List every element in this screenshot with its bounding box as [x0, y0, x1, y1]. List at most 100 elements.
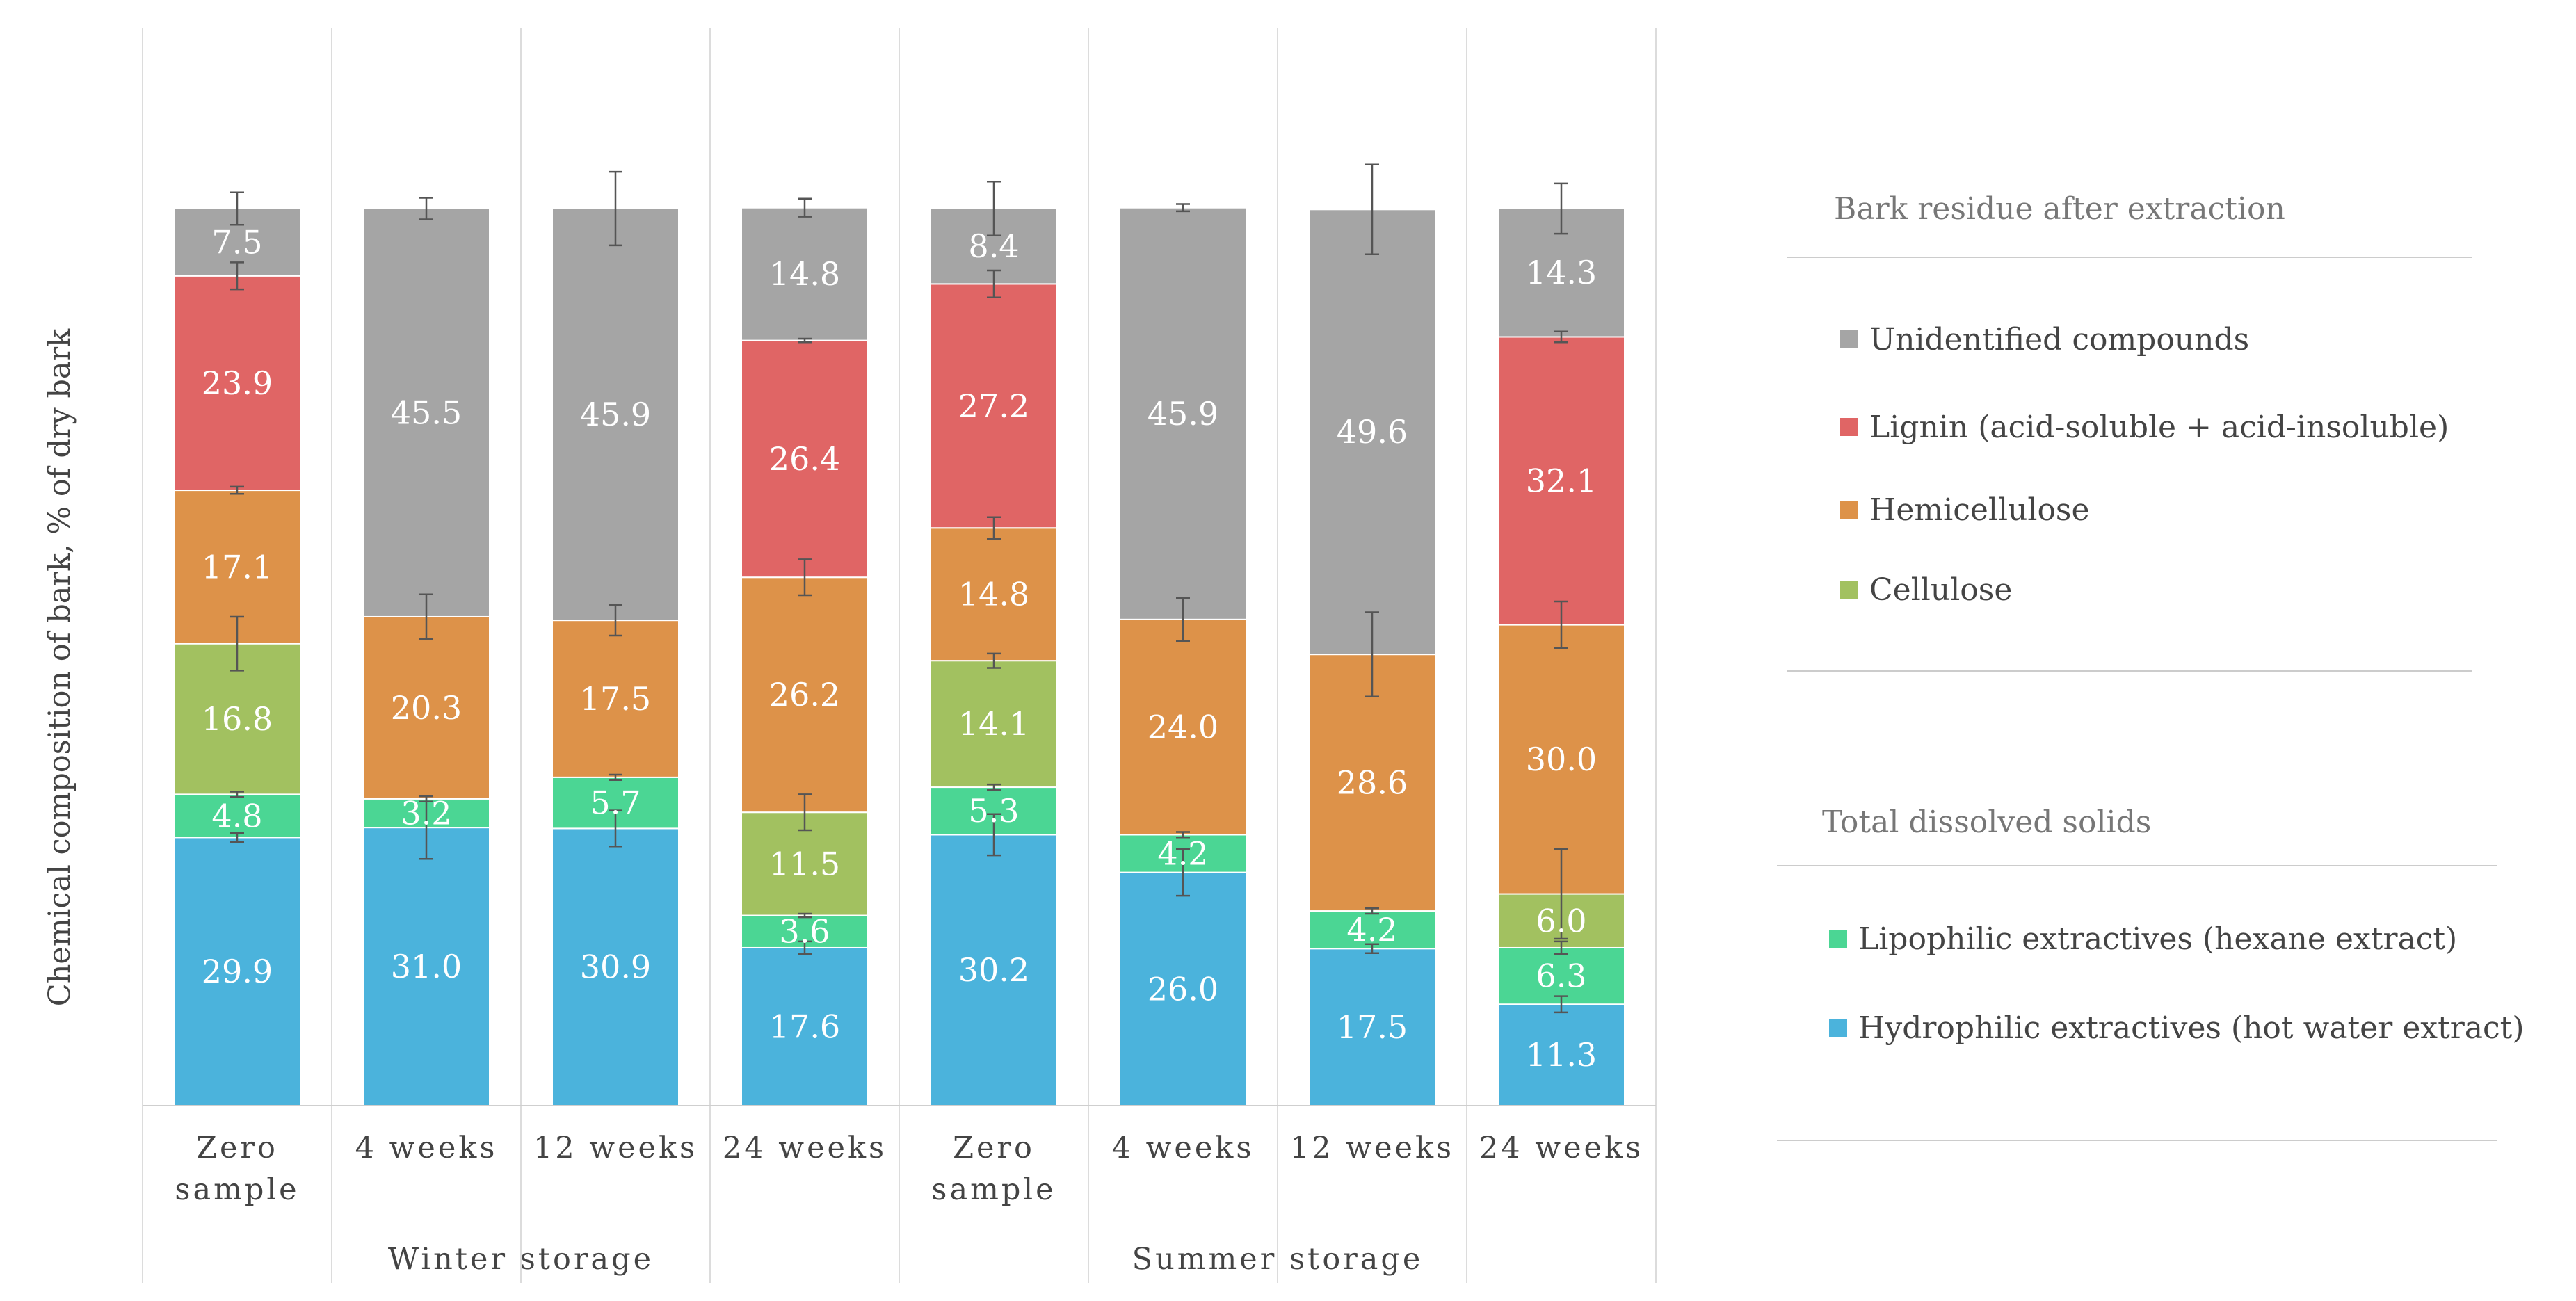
- bar-lipophilic-extractives-hexane-extract-3: [741, 914, 869, 948]
- data-label-hemicellulose-2: 17.5: [580, 680, 651, 718]
- segment-data-labels: 29.9 4.8 16.8 17.1 23.9 7.5 31.0 3.2 20.3 45.5 30.…: [202, 223, 1597, 1074]
- error-bar-cellulose-0: [230, 615, 244, 672]
- data-label-hydrophilic-extractives-hot-water-extract-0: 29.9: [202, 953, 273, 990]
- error-bar-hydrophilic-extractives-hot-water-extract-7: [1554, 995, 1568, 1014]
- error-bar-hydrophilic-extractives-hot-water-extract-6: [1365, 943, 1379, 954]
- legend-label-hemicellulose: Hemicellulose: [1869, 492, 2090, 528]
- legend-label-lignin-acid-soluble-acid-insoluble: Lignin (acid-soluble + acid-insoluble): [1869, 410, 2449, 445]
- data-label-hydrophilic-extractives-hot-water-extract-2: 30.9: [580, 948, 651, 986]
- bar-hydrophilic-extractives-hot-water-extract-7: [1497, 1003, 1625, 1106]
- legend-section-title-1: Total dissolved solids: [1822, 805, 2151, 840]
- bar-hemicellulose-3: [741, 576, 869, 814]
- error-bar-hemicellulose-6: [1365, 611, 1379, 698]
- error-bar-lipophilic-extractives-hexane-extract-7: [1554, 940, 1568, 955]
- x-tick-label-6-0: 12 weeks: [1290, 1131, 1454, 1165]
- data-label-lipophilic-extractives-hexane-extract-2: 5.7: [590, 784, 641, 822]
- error-bar-lignin-acid-soluble-acid-insoluble-3: [798, 337, 812, 344]
- error-bar-lipophilic-extractives-hexane-extract-6: [1365, 907, 1379, 915]
- data-label-lignin-acid-soluble-acid-insoluble-0: 23.9: [202, 364, 273, 402]
- data-label-unidentified-compounds-0: 7.5: [211, 223, 262, 261]
- error-bar-hydrophilic-extractives-hot-water-extract-0: [230, 832, 244, 843]
- data-label-hydrophilic-extractives-hot-water-extract-1: 31.0: [391, 948, 462, 985]
- bar-unidentified-compounds-2: [552, 208, 679, 622]
- bar-hydrophilic-extractives-hot-water-extract-0: [173, 837, 301, 1107]
- error-bar-unidentified-compounds-4: [987, 181, 1001, 236]
- data-label-hemicellulose-1: 20.3: [391, 689, 462, 727]
- bar-hydrophilic-extractives-hot-water-extract-6: [1308, 948, 1436, 1106]
- group-label-summer-storage: Summer storage: [1132, 1242, 1424, 1277]
- x-tick-label-2-0: 12 weeks: [533, 1131, 698, 1165]
- legend-swatch-lipophilic-extractives-hexane-extract: [1829, 930, 1847, 948]
- data-label-lipophilic-extractives-hexane-extract-1: 3.2: [401, 794, 451, 832]
- data-label-unidentified-compounds-4: 8.4: [968, 227, 1019, 265]
- error-bar-unidentified-compounds-5: [1176, 203, 1190, 213]
- error-bar-unidentified-compounds-7: [1554, 182, 1568, 235]
- legend-swatch-lignin-acid-soluble-acid-insoluble: [1840, 418, 1858, 436]
- error-bars: [230, 163, 1568, 1014]
- error-bar-cellulose-3: [798, 793, 812, 832]
- error-bar-hemicellulose-5: [1176, 597, 1190, 643]
- error-bar-lipophilic-extractives-hexane-extract-1: [419, 795, 433, 802]
- legend-label-lipophilic-extractives-hexane-extract: Lipophilic extractives (hexane extract): [1858, 921, 2457, 957]
- bar-unidentified-compounds-6: [1308, 209, 1436, 656]
- data-label-lipophilic-extractives-hexane-extract-5: 4.2: [1157, 835, 1208, 873]
- data-label-lignin-acid-soluble-acid-insoluble-3: 26.4: [769, 440, 840, 478]
- data-label-cellulose-3: 11.5: [769, 845, 840, 882]
- data-label-lipophilic-extractives-hexane-extract-3: 3.6: [779, 913, 830, 951]
- x-tick-label-4-1: sample: [931, 1172, 1056, 1207]
- data-label-hydrophilic-extractives-hot-water-extract-7: 11.3: [1526, 1036, 1597, 1074]
- error-bar-hemicellulose-1: [419, 593, 433, 640]
- data-label-hydrophilic-extractives-hot-water-extract-5: 26.0: [1148, 970, 1218, 1008]
- error-bar-unidentified-compounds-1: [419, 197, 433, 220]
- error-bar-lipophilic-extractives-hexane-extract-2: [609, 773, 622, 781]
- bar-hydrophilic-extractives-hot-water-extract-5: [1119, 871, 1247, 1106]
- data-label-unidentified-compounds-7: 14.3: [1526, 254, 1597, 291]
- data-label-hemicellulose-3: 26.2: [769, 676, 840, 713]
- bar-hemicellulose-2: [552, 620, 679, 778]
- error-bar-unidentified-compounds-6: [1365, 163, 1379, 256]
- error-bar-unidentified-compounds-2: [609, 170, 622, 247]
- error-bar-hydrophilic-extractives-hot-water-extract-5: [1176, 848, 1190, 897]
- error-bar-hydrophilic-extractives-hot-water-extract-2: [609, 809, 622, 848]
- bar-hemicellulose-4: [930, 527, 1058, 662]
- bar-cellulose-4: [930, 660, 1058, 789]
- error-bar-hydrophilic-extractives-hot-water-extract-4: [987, 813, 1001, 857]
- data-label-cellulose-7: 6.0: [1536, 902, 1586, 939]
- data-label-unidentified-compounds-5: 45.9: [1148, 395, 1218, 433]
- bar-lignin-acid-soluble-acid-insoluble-4: [930, 283, 1058, 529]
- error-bar-lipophilic-extractives-hexane-extract-0: [230, 791, 244, 798]
- error-bar-lignin-acid-soluble-acid-insoluble-4: [987, 269, 1001, 298]
- error-bar-hemicellulose-3: [798, 558, 812, 597]
- legend-swatch-hemicellulose: [1840, 501, 1858, 519]
- error-bar-lipophilic-extractives-hexane-extract-3: [798, 912, 812, 919]
- legend-swatch-cellulose: [1840, 581, 1858, 599]
- legend-swatch-hydrophilic-extractives-hot-water-extract: [1829, 1019, 1847, 1037]
- y-axis-title: Chemical composition of bark, % of dry b…: [42, 328, 77, 1006]
- data-label-lipophilic-extractives-hexane-extract-0: 4.8: [211, 797, 262, 834]
- bar-hemicellulose-5: [1119, 618, 1247, 836]
- error-bar-lignin-acid-soluble-acid-insoluble-0: [230, 261, 244, 291]
- legend: Bark residue after extraction Unidentifie…: [1777, 191, 2525, 1141]
- data-label-unidentified-compounds-2: 45.9: [580, 396, 651, 433]
- bar-lipophilic-extractives-hexane-extract-4: [930, 786, 1058, 836]
- data-label-hemicellulose-0: 17.1: [202, 548, 273, 585]
- data-label-unidentified-compounds-3: 14.8: [769, 255, 840, 293]
- legend-section-title-0: Bark residue after extraction: [1834, 191, 2285, 227]
- x-tick-label-5-0: 4 weeks: [1112, 1131, 1255, 1165]
- data-label-lignin-acid-soluble-acid-insoluble-4: 27.2: [958, 387, 1029, 425]
- data-label-lipophilic-extractives-hexane-extract-7: 6.3: [1536, 957, 1586, 995]
- error-bar-hemicellulose-7: [1554, 600, 1568, 649]
- x-tick-label-0-1: sample: [175, 1172, 299, 1207]
- x-tick-label-0-0: Zero: [196, 1131, 278, 1165]
- error-bar-lipophilic-extractives-hexane-extract-4: [987, 783, 1001, 791]
- category-separators: [142, 28, 1657, 1283]
- legend-label-hydrophilic-extractives-hot-water-extract: Hydrophilic extractives (hot water extra…: [1858, 1010, 2525, 1046]
- data-label-hydrophilic-extractives-hot-water-extract-3: 17.6: [769, 1008, 840, 1045]
- legend-label-cellulose: Cellulose: [1869, 572, 2012, 608]
- data-label-lipophilic-extractives-hexane-extract-6: 4.2: [1346, 911, 1397, 948]
- error-bar-hemicellulose-2: [609, 604, 622, 637]
- data-label-hemicellulose-7: 30.0: [1526, 741, 1597, 778]
- x-tick-label-7-0: 24 weeks: [1479, 1131, 1643, 1165]
- error-bar-cellulose-4: [987, 652, 1001, 669]
